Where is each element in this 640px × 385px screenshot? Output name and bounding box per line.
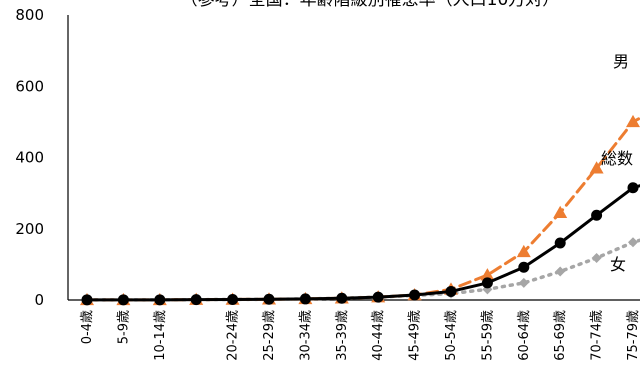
data-point <box>589 161 604 174</box>
data-point <box>554 237 566 249</box>
data-point <box>117 294 129 306</box>
x-tick-label: 0-4歳 <box>80 310 95 344</box>
data-point <box>626 114 640 128</box>
x-tick-label: 60-64歳 <box>517 310 532 361</box>
y-tick-label: 200 <box>15 220 44 238</box>
series-label: 男 <box>613 52 629 71</box>
data-point <box>481 277 493 289</box>
series-label: 女 <box>610 255 626 274</box>
x-tick-label: 65-69歳 <box>553 310 568 361</box>
data-point <box>409 289 421 301</box>
y-tick-label: 800 <box>15 6 44 24</box>
data-point <box>299 293 311 305</box>
x-tick-label: 30-34歳 <box>298 310 313 361</box>
data-point <box>553 205 568 218</box>
data-point <box>480 268 495 281</box>
x-tick-label: 70-74歳 <box>590 310 605 361</box>
data-point <box>628 237 638 248</box>
data-point <box>518 261 530 273</box>
data-point <box>263 293 275 305</box>
data-point <box>516 244 531 258</box>
x-tick-label: 5-9歳 <box>116 310 131 344</box>
data-point <box>518 277 529 288</box>
data-point <box>555 266 566 277</box>
data-point <box>445 285 457 297</box>
series-label: 総数 <box>601 149 633 168</box>
data-point <box>591 252 602 263</box>
y-tick-label: 600 <box>15 77 44 95</box>
x-tick-label: 25-29歳 <box>262 310 277 361</box>
y-axis: 0 200 400 600 800 <box>15 6 69 309</box>
data-point <box>372 291 384 303</box>
data-point <box>336 292 348 304</box>
y-tick-label: 400 <box>15 149 44 167</box>
data-point <box>591 209 603 221</box>
x-tick-label: 10-14歳 <box>153 310 168 361</box>
x-tick-label: 50-54歳 <box>444 310 459 361</box>
data-point <box>154 294 166 306</box>
series-1 <box>81 182 640 306</box>
y-tick-label: 0 <box>34 291 44 309</box>
x-tick-label: 35-39歳 <box>335 310 350 361</box>
data-point <box>190 294 202 306</box>
series-layer <box>80 114 640 306</box>
series-2 <box>82 237 640 305</box>
data-point <box>227 293 239 305</box>
x-tick-label: 20-24歳 <box>226 310 241 361</box>
x-tick-label: 75-79歳 <box>626 310 640 361</box>
x-tick-label: 40-44歳 <box>371 310 386 361</box>
series-line <box>85 184 640 302</box>
data-point <box>627 182 639 194</box>
x-tick-label: 45-49歳 <box>408 310 423 361</box>
x-axis: 0-4歳 5-9歳 10-14歳 20-24歳 25-29歳 30-34歳 35-39歳 40… <box>68 299 640 361</box>
chart-title: （参考）全国：年齢階級別罹患率（人口10万対） <box>181 0 560 10</box>
data-point <box>81 294 93 306</box>
x-tick-label: 55-59歳 <box>480 310 495 361</box>
